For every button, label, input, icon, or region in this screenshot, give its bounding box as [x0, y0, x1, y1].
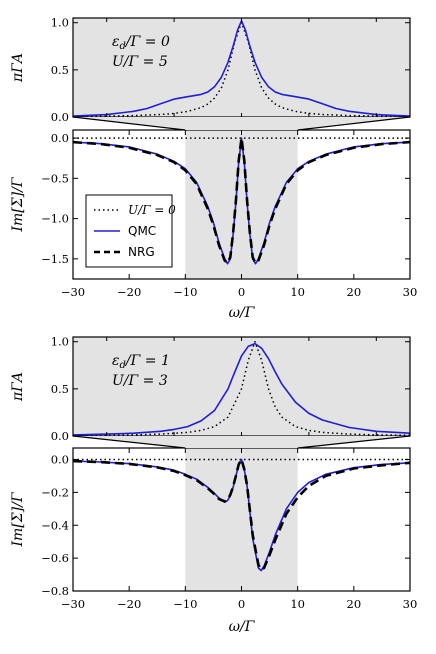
zoom-connector-right — [297, 116, 411, 131]
y-tick-label: 1.0 — [51, 16, 69, 30]
x-tick-label: 30 — [403, 597, 418, 611]
y-tick-label: 0.0 — [51, 131, 69, 145]
legend-label: QMC — [128, 224, 156, 238]
y-tick-label: 0.5 — [51, 63, 69, 77]
y-tick-label: 1.0 — [51, 335, 69, 349]
x-tick-label: 30 — [403, 285, 418, 299]
x-tick-label: 0 — [238, 285, 245, 299]
x-axis-label: ω/Γ — [229, 305, 256, 321]
shaded-window — [185, 448, 298, 591]
panel-annotation: εd/Γ = 1 — [112, 353, 170, 371]
y-axis-label: Im[Σ]/Γ — [10, 491, 26, 547]
x-tick-label: −20 — [117, 285, 141, 299]
shaded-window — [73, 18, 410, 117]
y-tick-label: −0.4 — [41, 518, 69, 532]
zoom-connector-right — [297, 435, 411, 449]
y-tick-label: 0.0 — [51, 453, 69, 467]
x-tick-label: −20 — [117, 597, 141, 611]
y-tick-label: −1.5 — [41, 252, 69, 266]
y-tick-label: −0.2 — [41, 485, 69, 499]
y-axis-label: Im[Σ]/Γ — [10, 176, 26, 232]
y-axis-label: πΓA — [10, 372, 26, 402]
zoom-connector — [72, 116, 411, 131]
panel-annotation: U/Γ = 5 — [112, 54, 168, 70]
y-tick-label: −1.0 — [41, 212, 69, 226]
x-tick-label: 20 — [347, 285, 362, 299]
y-tick-label: 0.0 — [51, 110, 69, 124]
x-tick-label: −30 — [61, 285, 85, 299]
legend-label: NRG — [128, 245, 155, 259]
panel-annotation: εd/Γ = 0 — [112, 34, 170, 52]
y-tick-label: 0.0 — [51, 429, 69, 443]
x-tick-label: 0 — [238, 597, 245, 611]
legend-label: U/Γ = 0 — [128, 203, 176, 217]
x-tick-label: −30 — [61, 597, 85, 611]
series-nrg-line — [72, 458, 411, 571]
shaded-window — [73, 337, 410, 436]
y-tick-label: −0.8 — [41, 584, 69, 598]
x-tick-label: −10 — [173, 285, 197, 299]
shaded-window — [185, 130, 298, 279]
zoom-connector-left — [72, 116, 186, 131]
panel-annotation: U/Γ = 3 — [112, 373, 168, 389]
zoom-connector-left — [72, 435, 186, 449]
series-u-0-line — [72, 340, 411, 437]
x-tick-label: 10 — [290, 597, 305, 611]
x-tick-label: −10 — [173, 597, 197, 611]
y-tick-label: −0.5 — [41, 171, 69, 185]
y-tick-label: 0.5 — [51, 382, 69, 396]
y-axis-label: πΓA — [10, 53, 26, 83]
series-qmc-line — [72, 342, 411, 436]
y-tick-label: −0.6 — [41, 551, 69, 565]
zoom-connector — [72, 435, 411, 449]
series-qmc-line — [72, 137, 411, 265]
x-tick-label: 20 — [347, 597, 362, 611]
zoom-connector-fill — [73, 117, 410, 130]
x-axis-label: ω/Γ — [229, 619, 256, 635]
x-tick-label: 10 — [290, 285, 305, 299]
